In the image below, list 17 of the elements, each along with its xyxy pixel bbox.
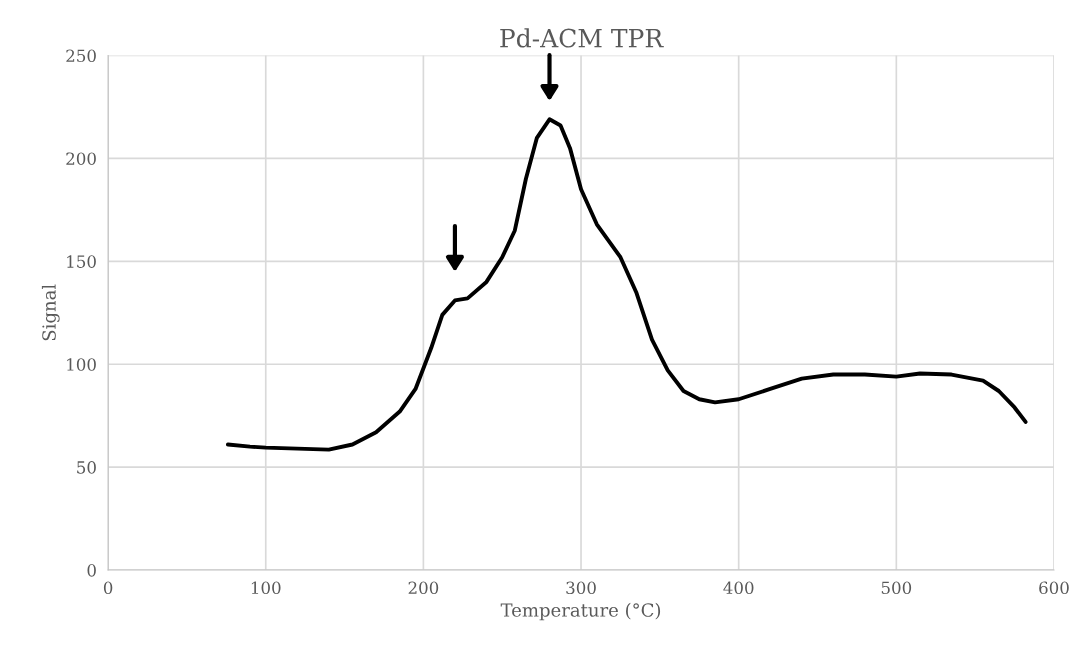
y-tick-label: 50 xyxy=(77,461,96,474)
line-series xyxy=(225,117,1028,452)
y-axis-title: Signal xyxy=(41,284,60,341)
x-axis-title: Temperature (°C) xyxy=(500,602,661,621)
x-tick-label: 500 xyxy=(881,581,912,595)
y-tick-label: 250 xyxy=(66,49,96,63)
x-tick-label: 100 xyxy=(251,581,281,595)
x-tick-label: 600 xyxy=(1039,581,1069,595)
x-tick-label: 300 xyxy=(566,581,596,595)
x-tick-label: 400 xyxy=(723,581,754,595)
y-tick-label: 100 xyxy=(67,358,96,371)
y-tick-label: 0 xyxy=(87,564,96,577)
x-tick-label: 0 xyxy=(103,581,113,595)
y-tick-label: 150 xyxy=(67,255,96,268)
y-tick-label: 200 xyxy=(66,152,96,165)
x-tick-label: 200 xyxy=(408,581,439,595)
chart-title: Pd-ACM TPR xyxy=(500,28,664,48)
